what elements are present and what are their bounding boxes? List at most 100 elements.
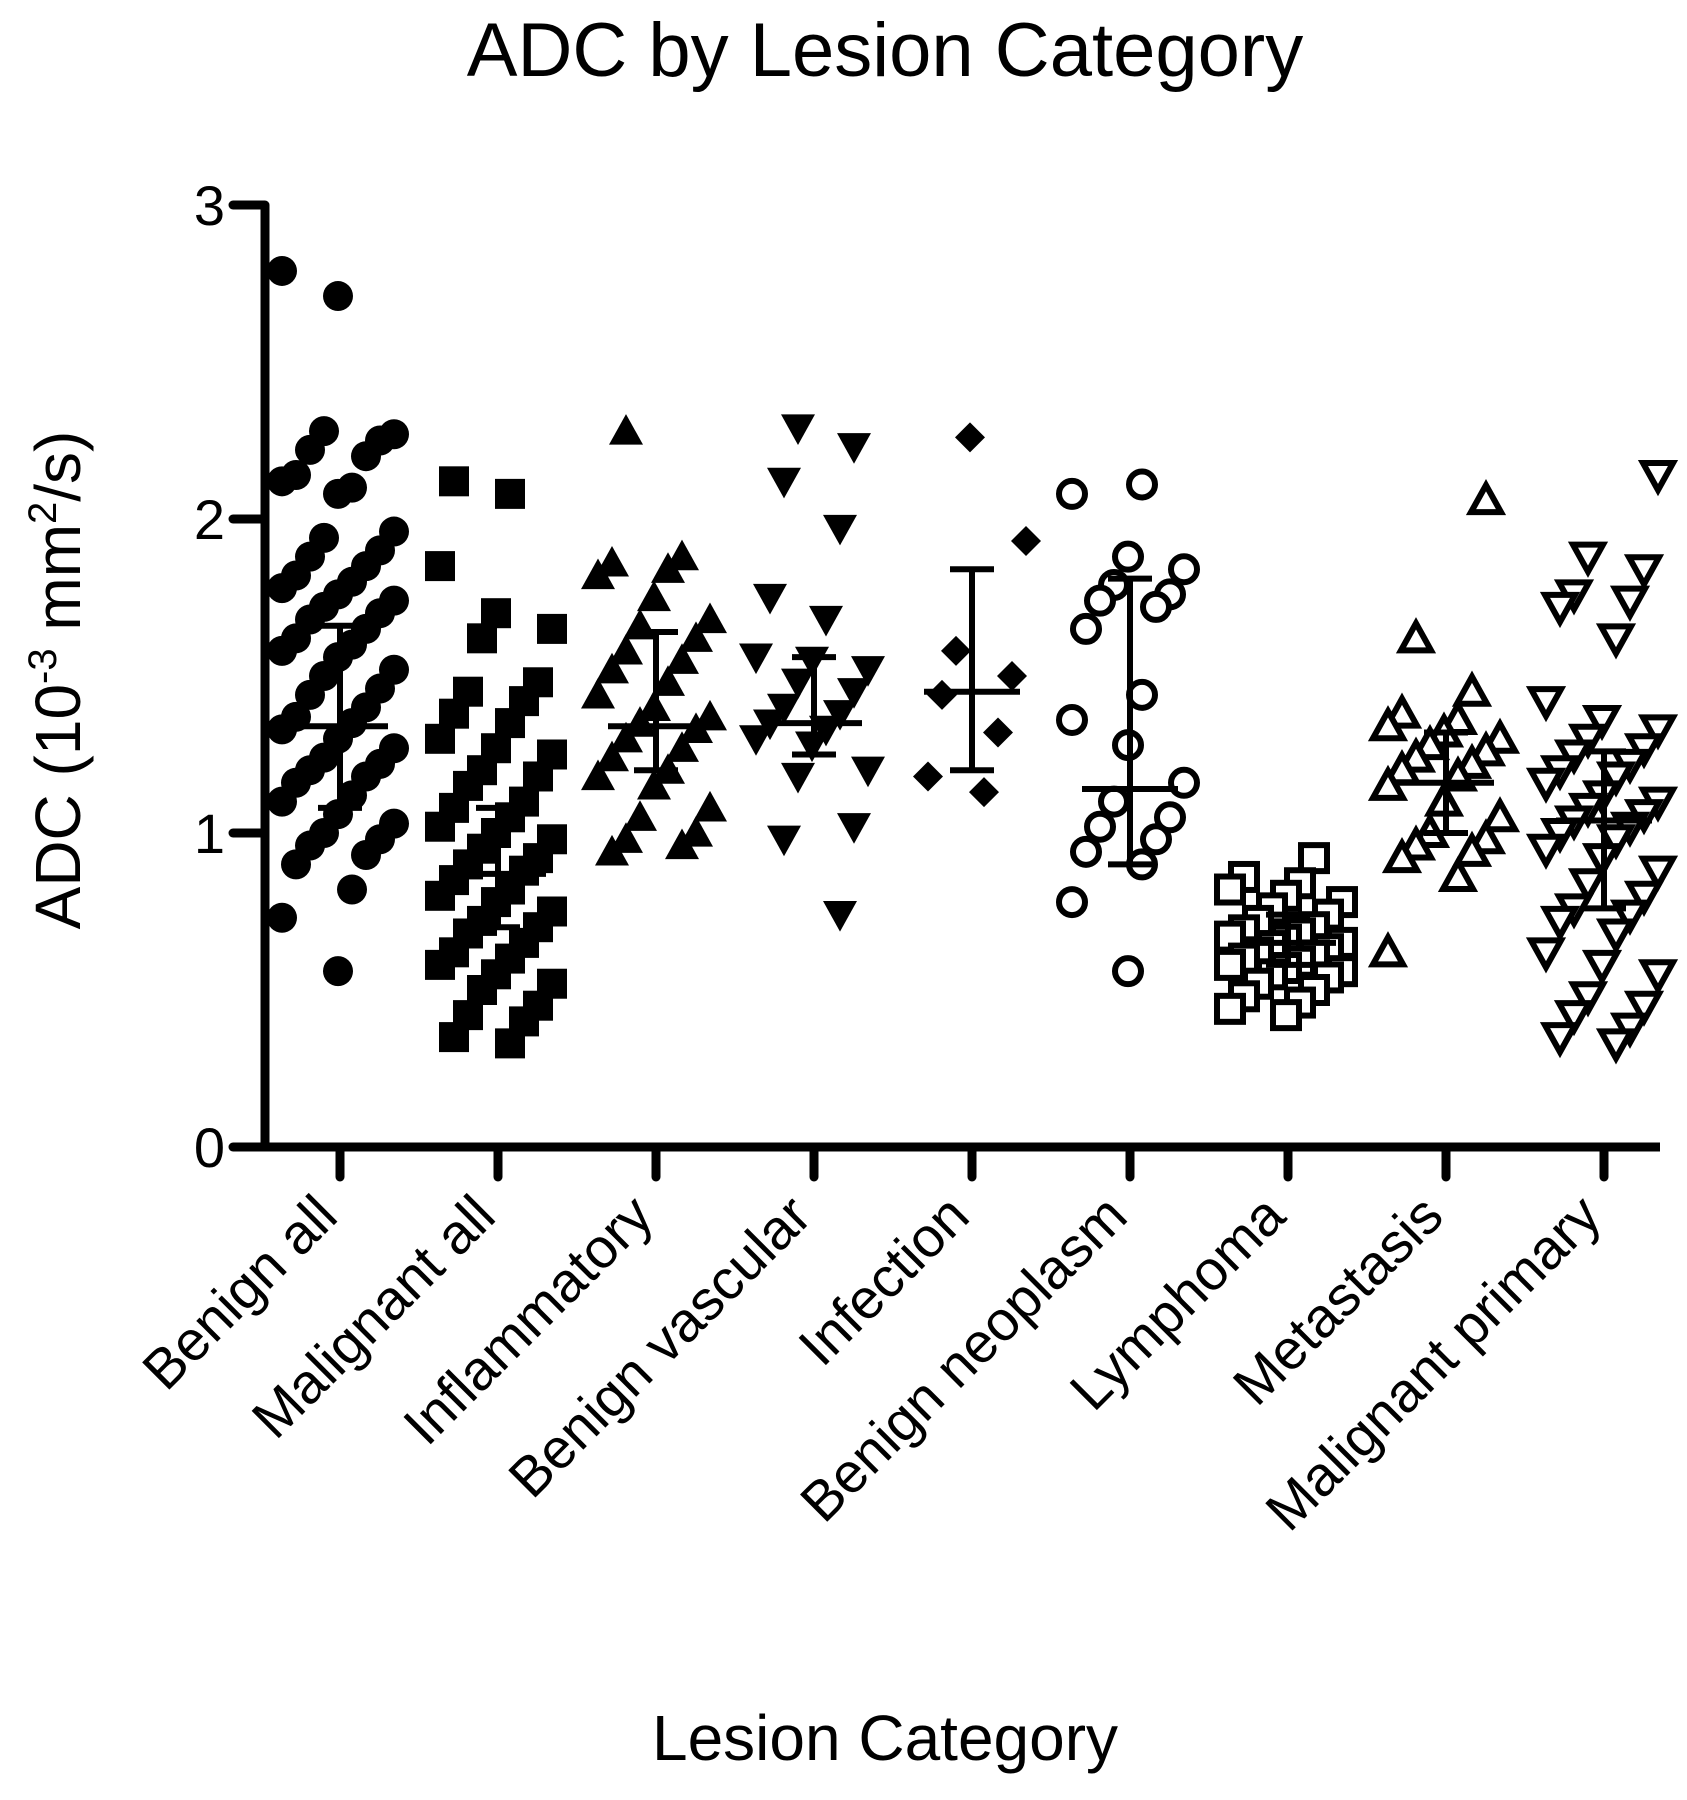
data-point: [1567, 981, 1609, 1018]
data-point: [1112, 955, 1144, 988]
data-point: [495, 708, 525, 739]
data-point: [781, 668, 815, 700]
data-point: [1011, 525, 1041, 556]
y-axis-title-main: ADC (10: [22, 684, 94, 929]
data-point: [337, 874, 367, 905]
data-point: [1567, 868, 1609, 905]
data-marks: [267, 255, 1679, 1065]
data-point: [665, 643, 699, 674]
data-point: [323, 956, 353, 987]
data-point: [439, 698, 469, 729]
data-point: [1298, 842, 1330, 875]
x-axis-title: Lesion Category: [652, 1702, 1118, 1774]
data-point: [1070, 612, 1102, 645]
data-point: [1539, 591, 1581, 629]
series-8: [1367, 478, 1521, 968]
data-point: [969, 777, 999, 808]
data-point: [267, 573, 297, 604]
data-point: [1126, 468, 1158, 501]
data-point: [1084, 584, 1116, 617]
data-point: [581, 558, 615, 590]
data-point: [767, 467, 801, 499]
data-point: [281, 849, 311, 880]
data-point: [823, 901, 857, 932]
data-point: [1437, 855, 1479, 892]
data-point: [1451, 670, 1493, 707]
data-point: [983, 717, 1013, 748]
data-point: [1637, 855, 1679, 892]
data-point: [1637, 714, 1679, 751]
y-axis-title-exponent: -3: [21, 648, 65, 684]
data-point: [1395, 617, 1437, 654]
y-axis-title-unit: mm: [22, 524, 94, 648]
data-point: [665, 731, 699, 762]
data-point: [651, 552, 685, 583]
data-point: [1595, 623, 1637, 660]
data-point: [753, 583, 787, 615]
data-point: [595, 652, 629, 684]
data-point: [267, 902, 297, 933]
data-point: [1637, 460, 1679, 497]
data-point: [623, 800, 657, 831]
data-point: [1525, 833, 1567, 870]
data-point: [1525, 767, 1567, 804]
data-point: [1070, 835, 1102, 868]
data-point: [1567, 541, 1609, 578]
data-point: [955, 422, 985, 453]
data-point: [1525, 937, 1567, 974]
data-point: [439, 1022, 469, 1053]
series-4: [739, 414, 885, 932]
data-point: [481, 598, 511, 629]
data-point: [1623, 554, 1665, 591]
data-point: [837, 678, 871, 709]
data-point: [1581, 704, 1623, 742]
data-point: [1451, 830, 1493, 867]
data-point: [767, 825, 801, 857]
data-point: [1154, 801, 1186, 834]
data-point: [351, 839, 381, 870]
data-point: [595, 740, 629, 772]
data-point: [495, 478, 525, 509]
data-point: [425, 880, 455, 911]
series-1: [267, 255, 409, 987]
data-point: [1595, 918, 1637, 955]
data-point: [851, 756, 885, 788]
data-point: [1595, 1028, 1637, 1065]
data-point: [1056, 703, 1088, 736]
series-7: [1214, 842, 1358, 1032]
data-point: [1112, 540, 1144, 573]
y-tick-label: 1: [194, 802, 225, 865]
data-point: [1140, 823, 1172, 856]
data-point: [1553, 1000, 1595, 1037]
data-point: [1056, 886, 1088, 919]
data-point: [425, 949, 455, 980]
data-point: [495, 1028, 525, 1059]
data-point: [1270, 999, 1302, 1032]
data-point: [1539, 1022, 1581, 1059]
data-point: [1056, 477, 1088, 510]
data-point: [679, 621, 713, 652]
data-point: [425, 723, 455, 754]
y-axis-title-unit-exponent: 2: [21, 502, 65, 524]
data-point: [1367, 931, 1409, 968]
data-point: [637, 768, 671, 800]
data-point: [1367, 764, 1409, 801]
data-point: [837, 813, 871, 844]
data-point: [267, 714, 297, 745]
data-point: [609, 721, 643, 753]
data-point: [739, 725, 773, 756]
data-point: [781, 762, 815, 794]
data-point: [267, 635, 297, 666]
data-point: [1609, 585, 1651, 622]
data-point: [425, 811, 455, 842]
data-point: [1465, 478, 1507, 516]
series-5: [913, 422, 1041, 808]
data-point: [267, 255, 297, 286]
series-9: [1525, 460, 1679, 1065]
data-point: [295, 434, 325, 465]
data-point: [1479, 796, 1521, 833]
data-point: [581, 759, 615, 791]
data-point: [523, 761, 553, 792]
data-point: [351, 441, 381, 472]
